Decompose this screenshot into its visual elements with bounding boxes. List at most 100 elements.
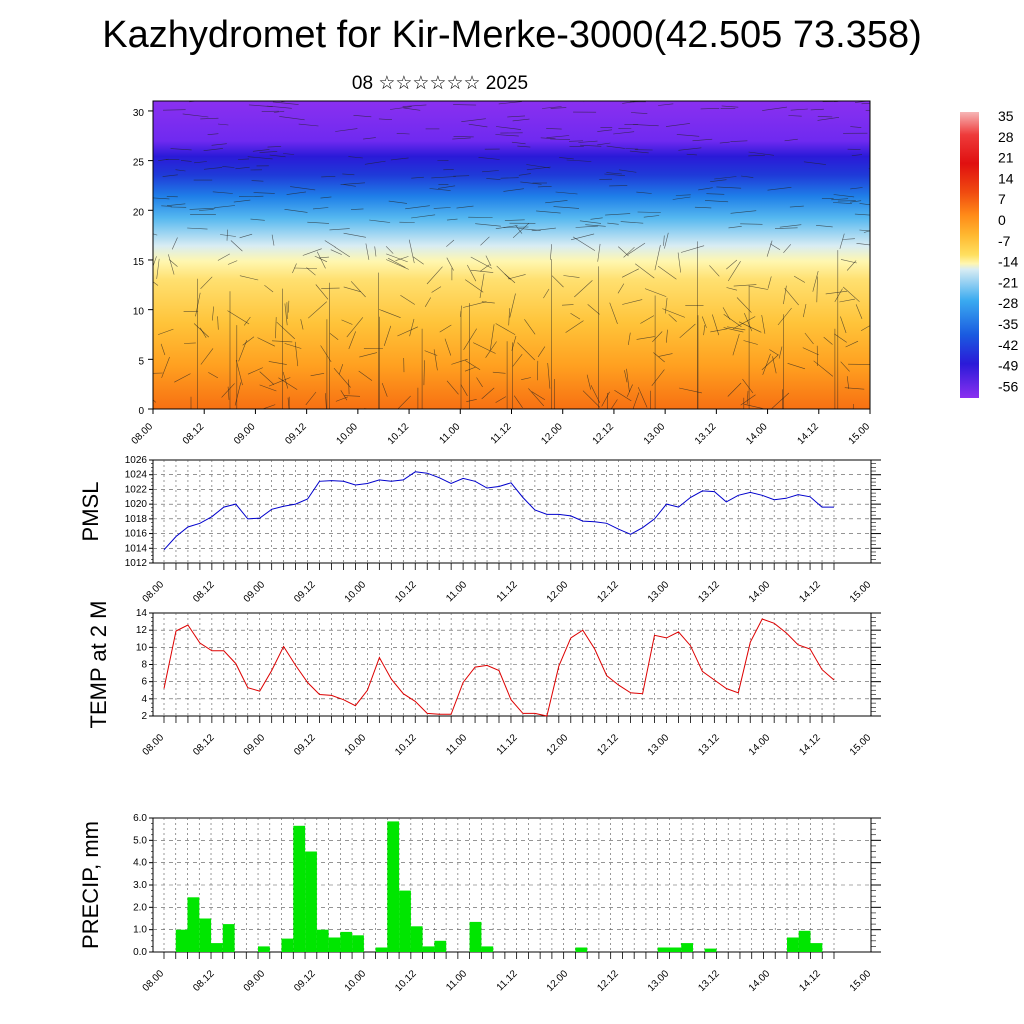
wind-line <box>353 115 372 118</box>
wind-line <box>271 340 293 343</box>
wind-line <box>727 382 742 397</box>
wind-line <box>623 246 635 258</box>
wind-line <box>686 153 697 156</box>
wind-line <box>312 207 329 210</box>
wind-line <box>478 157 500 160</box>
wind-line <box>804 332 814 345</box>
precip-bar <box>669 947 682 952</box>
wind-line <box>664 232 669 249</box>
wind-line <box>677 252 681 273</box>
wind-line <box>429 188 451 191</box>
wind-line <box>498 101 522 105</box>
wind-line <box>156 258 160 279</box>
precip-bar <box>657 947 670 952</box>
wind-line <box>703 325 706 336</box>
pmsl-xtick-label: 10.12 <box>393 579 419 605</box>
wind-line <box>692 138 713 142</box>
wind-line <box>451 358 468 365</box>
wind-line <box>803 161 826 165</box>
wind-line <box>517 342 536 361</box>
wind-line <box>537 186 552 188</box>
wind-line <box>153 281 159 286</box>
wind-line <box>374 246 377 257</box>
wind-line <box>740 175 754 178</box>
wind-line <box>199 327 207 339</box>
precip-xtick-label: 14.00 <box>747 968 773 994</box>
wind-line <box>540 137 556 140</box>
wind-line <box>222 166 235 168</box>
wind-line <box>635 263 655 279</box>
wind-line <box>640 315 655 324</box>
wind-line <box>518 228 541 231</box>
wind-line <box>748 151 774 156</box>
wind-line <box>466 399 477 402</box>
wind-line <box>500 177 519 179</box>
colorbar-label: 35 <box>998 108 1014 124</box>
precip-bar <box>810 943 823 952</box>
wind-line <box>400 294 415 305</box>
wind-line <box>463 301 487 308</box>
wind-line <box>657 265 677 280</box>
precip-xtick-label: 12.00 <box>545 968 571 994</box>
wind-line <box>597 142 611 146</box>
wind-line <box>170 148 192 151</box>
wind-line <box>395 256 409 261</box>
colorbar-label: -21 <box>998 274 1018 290</box>
precip-ytick-label: 1.0 <box>133 925 147 936</box>
wind-line <box>153 233 158 236</box>
wind-line <box>214 205 236 208</box>
colorbar-fill <box>960 112 979 398</box>
wind-line <box>521 377 532 380</box>
wind-line <box>446 239 455 247</box>
wind-line <box>276 321 296 340</box>
wind-line <box>762 353 771 375</box>
wind-line <box>547 362 551 389</box>
wind-line <box>183 310 199 312</box>
wind-line <box>227 386 230 400</box>
wind-line <box>543 288 550 299</box>
precip-xtick-label: 09.12 <box>292 968 318 994</box>
wind-line <box>198 209 214 211</box>
wind-line <box>342 173 355 176</box>
precip-xtick-label: 10.00 <box>343 968 369 994</box>
wind-line <box>507 115 526 118</box>
wind-line <box>348 379 350 395</box>
wind-line <box>512 118 530 122</box>
heat-xtick-label: 11.12 <box>489 421 514 446</box>
precip-panel: 0.0 1.0 2.0 3.0 4.0 5.0 6.0 08.00 08.12 09.00 09.1… <box>78 813 881 994</box>
wind-line <box>770 392 790 409</box>
wind-line <box>789 205 804 208</box>
precip-bar <box>293 825 306 952</box>
wind-line <box>397 326 419 337</box>
pmsl-panel: 1012 1014 1016 1018 1020 1022 1024 1026 08.00 08.… <box>78 455 881 605</box>
pmsl-xtick-label: 09.00 <box>242 579 268 605</box>
wind-line <box>850 126 862 128</box>
wind-line <box>710 328 728 333</box>
heat-ytick-label: 0 <box>138 406 144 417</box>
precip-bar <box>222 924 235 952</box>
wind-line <box>212 306 214 321</box>
pmsl-xtick-label: 09.12 <box>292 579 318 605</box>
wind-line <box>187 227 208 230</box>
wind-line <box>855 304 863 320</box>
wind-line <box>777 307 792 326</box>
precip-bar <box>328 937 341 952</box>
wind-line <box>282 371 289 389</box>
wind-line <box>852 403 854 409</box>
wind-line <box>770 243 781 250</box>
temp-xtick-label: 10.00 <box>343 732 369 758</box>
precip-xtick-label: 14.12 <box>797 968 823 994</box>
wind-line <box>817 116 833 118</box>
wind-line <box>546 128 562 130</box>
temp-xtick-label: 08.12 <box>191 732 217 758</box>
precip-xtick-label: 12.12 <box>595 968 621 994</box>
heat-xtick-label: 12.12 <box>591 421 617 447</box>
wind-line <box>237 158 250 160</box>
heat-xtick-label: 11.00 <box>437 421 462 446</box>
wind-line <box>742 378 754 394</box>
wind-line <box>675 194 691 196</box>
precip-bar <box>469 921 482 952</box>
precip-ytick-label: 3.0 <box>133 880 147 891</box>
wind-line <box>761 354 779 371</box>
wind-line <box>518 173 531 176</box>
